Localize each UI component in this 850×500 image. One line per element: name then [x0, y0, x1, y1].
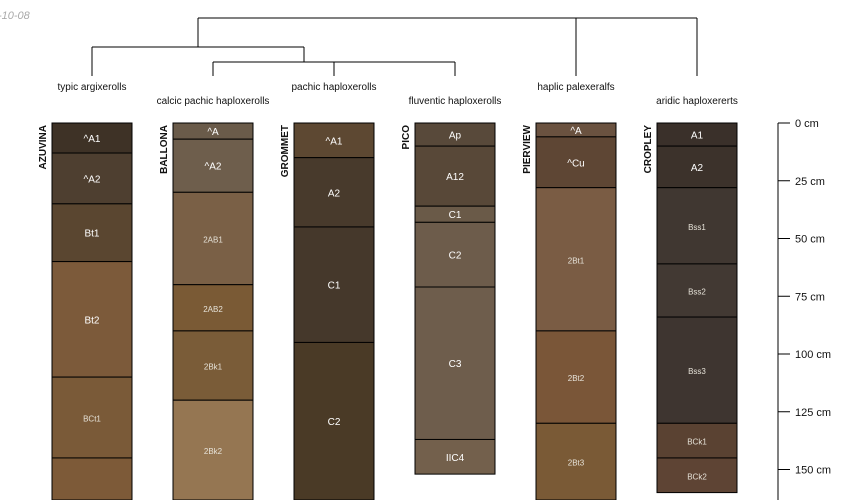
dendrogram [91, 17, 698, 76]
taxon-label: pachic haploxerolls [291, 82, 376, 93]
profile-name: PICO [401, 125, 412, 150]
horizon-label: C1 [328, 281, 341, 292]
depth-axis: 0 cm 25 cm 50 cm 75 cm 100 cm 125 cm 150 cm [777, 118, 831, 500]
horizon-rect [293, 226, 375, 343]
horizon-rect [172, 399, 254, 500]
horizon-label: ^A2 [84, 174, 101, 185]
depth-tick-label: 25 cm [795, 176, 825, 188]
horizon-label: C3 [449, 359, 462, 370]
profile-name: AZUVINA [38, 125, 49, 169]
horizon-label: C1 [449, 210, 462, 221]
horizon-rect [414, 438, 496, 475]
taxon-label: typic argixerolls [58, 82, 127, 93]
horizon-rect [51, 376, 133, 459]
horizon-label: Bss2 [688, 287, 706, 296]
horizon-label: Bss3 [688, 367, 706, 376]
horizon-label: 2Bk1 [204, 363, 223, 372]
depth-tick-label: 0 cm [795, 118, 819, 130]
horizon-rect [293, 157, 375, 228]
depth-tick-label: 150 cm [795, 465, 831, 477]
horizon-label: BCk2 [687, 472, 707, 481]
profile-name: GROMMET [280, 125, 291, 177]
horizon-rect [535, 330, 617, 424]
soil-profile: haplic palexeralfs PIERVIEW ^A ^Cu 2Bt1 2Bt2 2… [522, 82, 617, 500]
profile-name: CROPLEY [643, 125, 654, 174]
horizon-label: 2AB1 [203, 236, 223, 245]
profile-name: BALLONA [159, 125, 170, 174]
horizon-rect [656, 457, 738, 494]
horizon-label: Bss1 [688, 223, 706, 232]
horizon-rect [414, 221, 496, 288]
horizon-rect [535, 187, 617, 332]
horizon-label: 2Bt1 [568, 256, 585, 265]
horizon-label: ^A1 [326, 136, 343, 147]
horizon-rect [51, 122, 133, 154]
taxon-label: calcic pachic haploxerolls [157, 96, 270, 107]
horizon-label: A1 [691, 131, 704, 142]
horizon-rect [51, 203, 133, 263]
profile-name: PIERVIEW [522, 124, 533, 173]
horizon-label: ^A1 [84, 134, 101, 145]
soil-profile: aridic haploxererts CROPLEY A1 A2 Bss1 Bss2 Bs… [643, 96, 738, 494]
horizon-label: A2 [328, 188, 341, 199]
horizon-label: Ap [449, 131, 462, 142]
soil-profile: calcic pachic haploxerolls BALLONA ^A ^A2 2A… [157, 96, 270, 500]
horizon-label: 2Bt3 [568, 459, 585, 468]
horizon-rect [172, 191, 254, 286]
horizon-label: IIC4 [446, 453, 465, 464]
horizon-rect [414, 145, 496, 207]
horizon-label: BCt1 [83, 415, 101, 424]
taxon-label: aridic haploxererts [656, 96, 738, 107]
taxon-label: fluventic haploxerolls [409, 96, 502, 107]
horizon-rect [51, 457, 133, 500]
horizon-rect [51, 261, 133, 378]
horizon-rect [293, 341, 375, 500]
depth-tick-label: 125 cm [795, 407, 831, 419]
horizon-label: BCk1 [687, 438, 707, 447]
horizon-label: Bt2 [84, 315, 99, 326]
horizon-label: ^A2 [205, 162, 222, 173]
date-label: -10-08 [0, 10, 31, 22]
soil-profile: typic argixerolls AZUVINA ^A1 ^A2 Bt1 Bt2 BCt1 [38, 82, 133, 500]
horizon-label: A2 [691, 163, 704, 174]
horizon-label: C2 [449, 251, 462, 262]
horizon-label: 2Bt2 [568, 374, 585, 383]
horizon-label: A12 [446, 172, 464, 183]
horizon-rect [656, 145, 738, 189]
horizon-rect [293, 122, 375, 159]
horizon-rect [535, 422, 617, 500]
horizon-rect [172, 330, 254, 401]
horizon-label: C2 [328, 417, 341, 428]
taxon-label: haplic palexeralfs [537, 82, 614, 93]
horizon-label: ^A [207, 127, 219, 138]
depth-tick-label: 100 cm [795, 349, 831, 361]
horizon-rect [172, 138, 254, 193]
soil-profile: fluventic haploxerolls PICO Ap A12 C1 C2 C3 IIC… [401, 96, 502, 475]
horizon-rect [656, 263, 738, 318]
depth-tick-label: 75 cm [795, 291, 825, 303]
horizon-rect [51, 152, 133, 205]
horizon-label: Bt1 [84, 229, 99, 240]
horizon-label: ^Cu [567, 158, 584, 169]
horizon-rect [414, 286, 496, 440]
horizon-rect [172, 284, 254, 332]
horizon-label: 2AB2 [203, 305, 223, 314]
horizon-label: 2Bk2 [204, 447, 223, 456]
depth-tick-label: 50 cm [795, 234, 825, 246]
soil-profile: pachic haploxerolls GROMMET ^A1 A2 C1 C2 [280, 82, 377, 500]
horizon-label: ^A [570, 126, 582, 137]
